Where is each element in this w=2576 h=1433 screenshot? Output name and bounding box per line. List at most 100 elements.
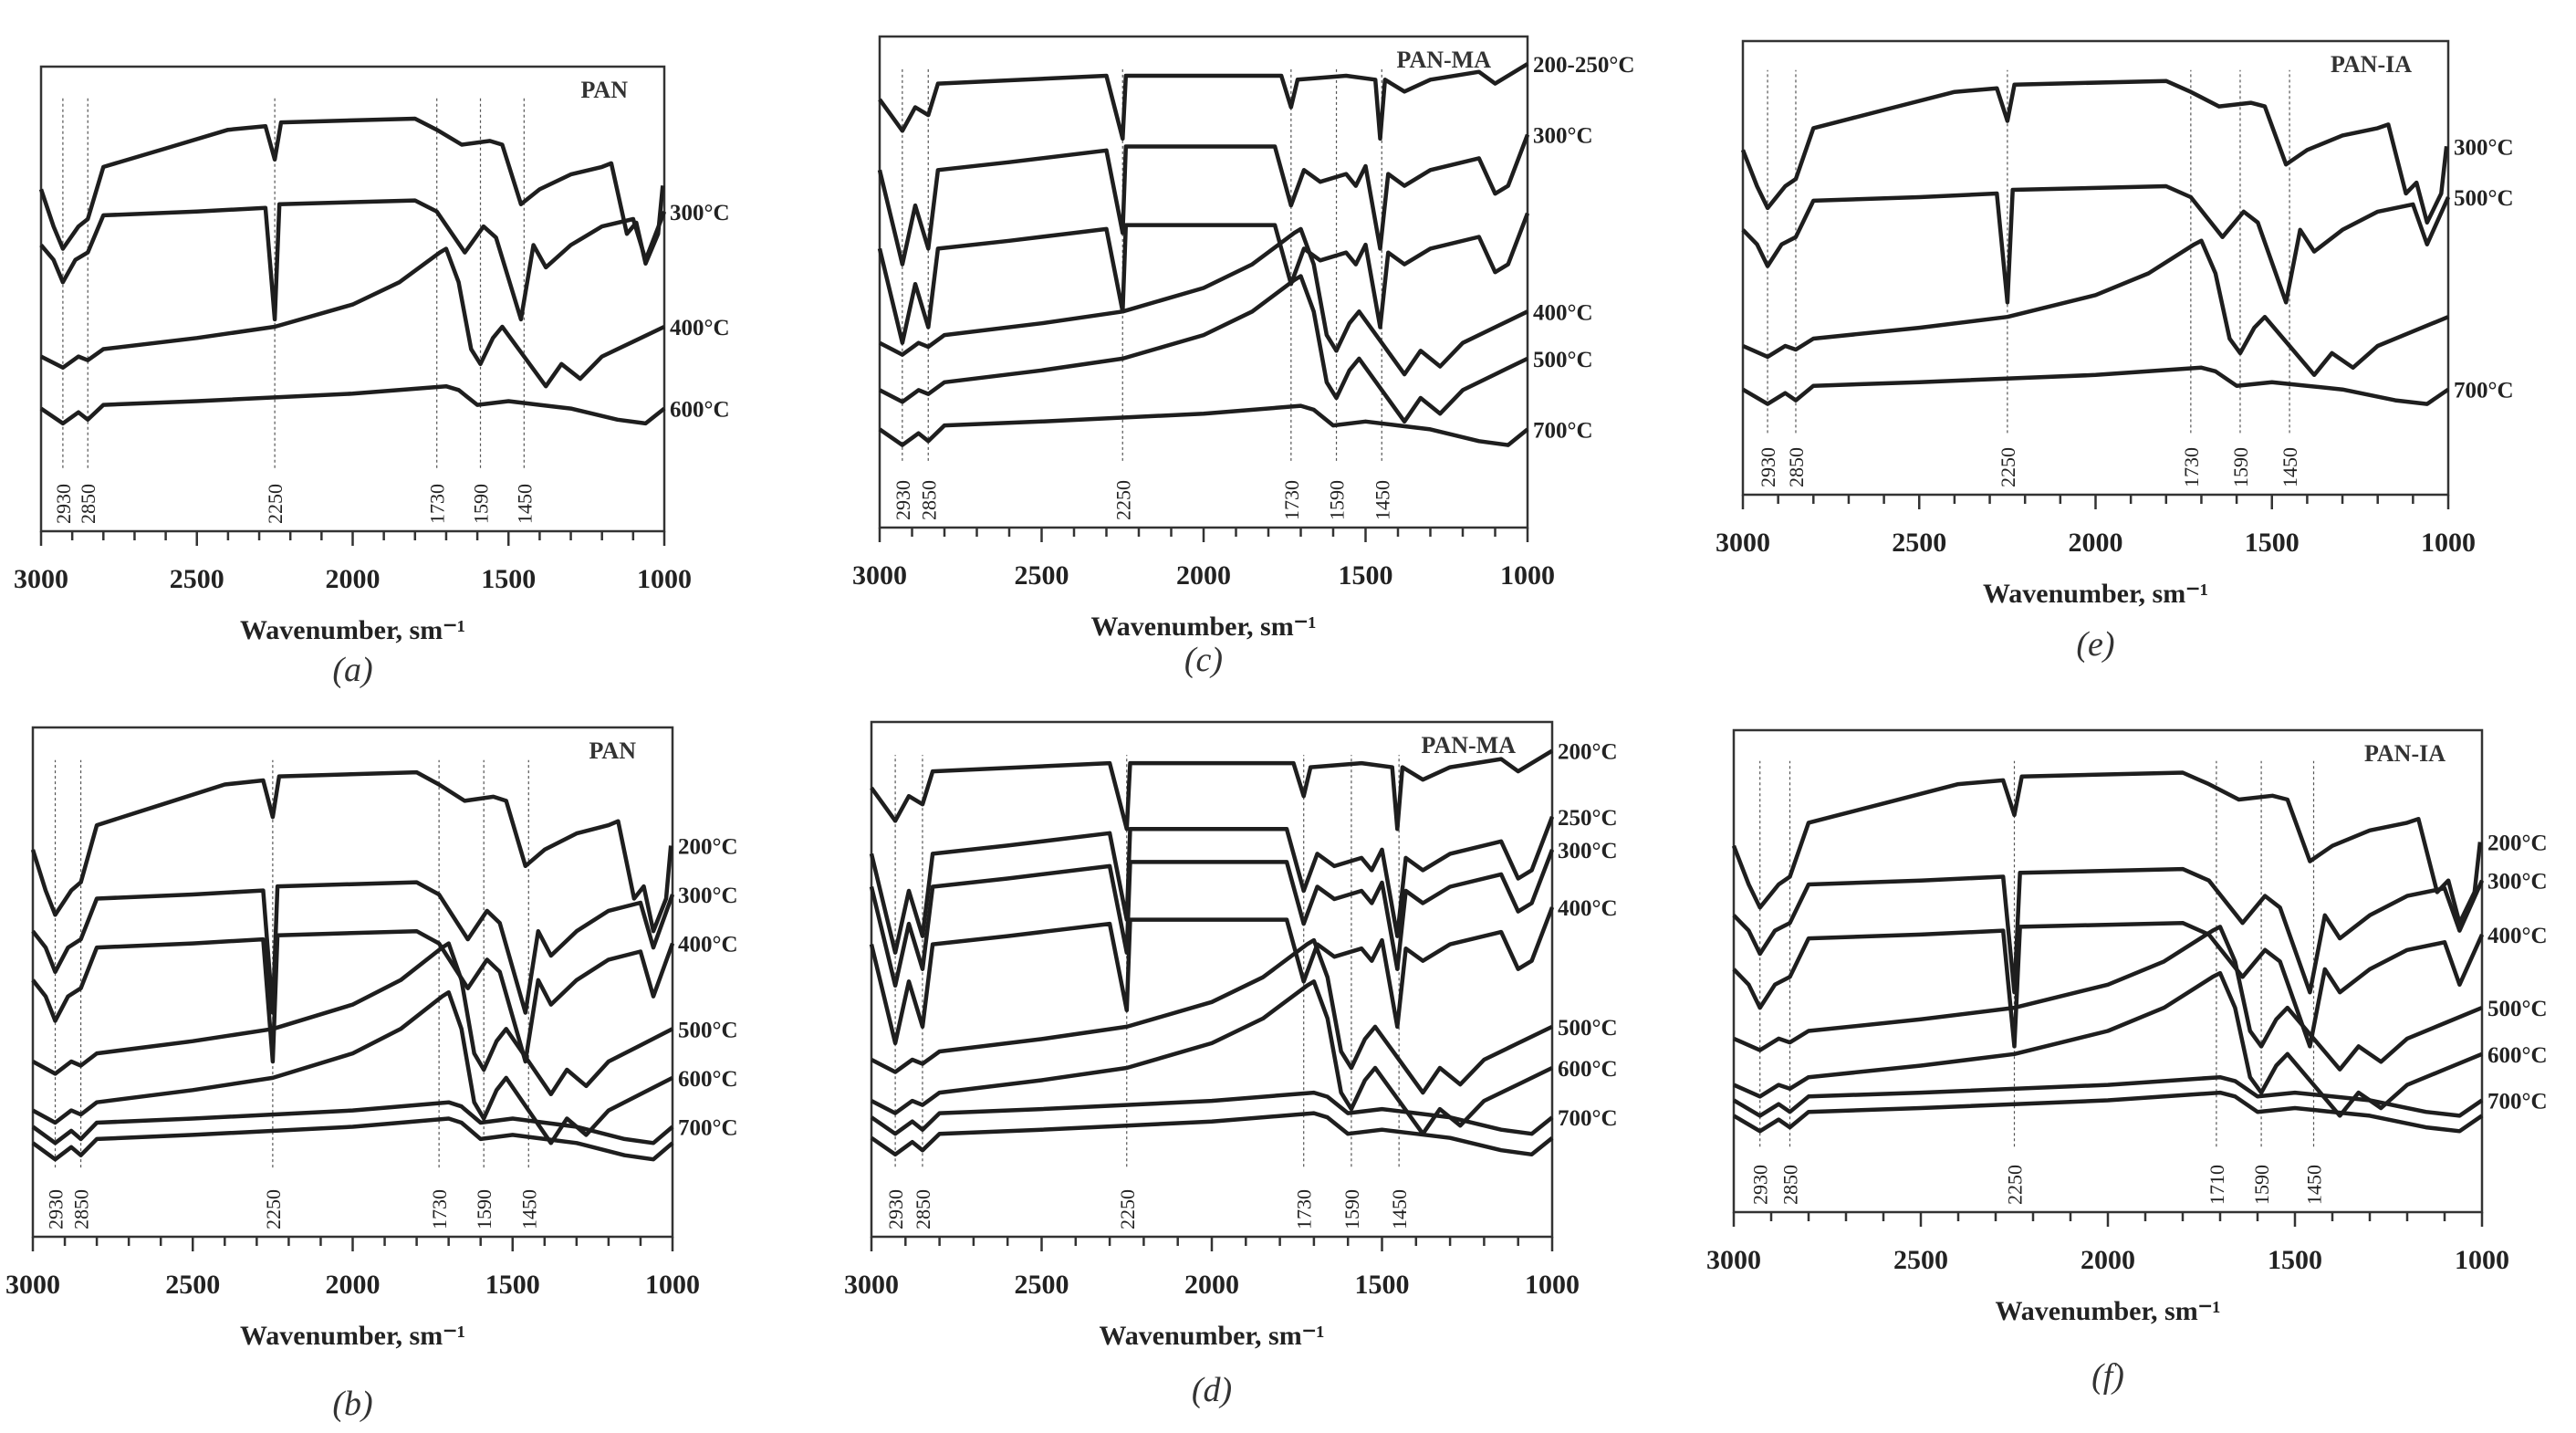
panel-f: 3000 2500 2000 1500 1000 Wavenumber, sm⁻¹ (f) P… [1706,728,2548,1396]
spectrum-700°C [878,403,1529,447]
spectrum-series-2 [1742,238,2449,378]
peak-label: 1710 [2206,1165,2228,1205]
peak-label: 1450 [2303,1165,2326,1205]
x-tick-label: 1000 [2421,528,2476,558]
spectrum-series-2 [877,212,1530,345]
spectrum-500°C [31,941,674,1097]
spectrum-500°C [1733,925,2483,1072]
peak-label: 1450 [513,484,536,524]
panel-c: 3000 2500 2000 1500 1000 Wavenumber, sm⁻¹(c) P… [852,35,1634,679]
panel-caption: (a) [332,651,372,689]
x-tick-label: 1500 [481,564,536,594]
spectrum-600°C [1733,970,2483,1118]
peak-label: 2930 [892,480,914,520]
series-label: 300°C [1533,124,1593,149]
x-tick-label: 1000 [1500,560,1555,591]
panel-caption: (b) [332,1385,372,1423]
peak-label: 1590 [1326,480,1349,520]
panel-b: 3000 2500 2000 1500 1000 Wavenumber, sm⁻¹ (b) P… [5,726,738,1423]
series-label: 600°C [678,1067,738,1092]
x-tick-label: 1500 [485,1270,540,1300]
spectrum-400°C [869,906,1555,1046]
series-label: 500°C [2454,186,2514,211]
panel-caption: (e) [2076,625,2114,664]
peak-label: 1730 [426,484,449,524]
panel-caption: (c) [1184,641,1223,679]
series-label: 600°C [1558,1057,1618,1082]
panel-title: PAN-IA [2364,740,2446,767]
spectrum-200°C [30,769,673,934]
x-tick-label: 1500 [1355,1270,1410,1300]
peak-label: 2250 [1997,447,2019,487]
spectrum-400°C [878,226,1528,377]
peak-label: 1590 [1340,1189,1363,1229]
peak-label: 2250 [262,1189,285,1229]
peak-label: 2930 [45,1189,68,1229]
spectrum-200°C [870,748,1554,832]
peak-label: 1590 [2229,447,2252,487]
series-label: 250°C [1558,806,1618,831]
peak-label: 2850 [77,484,99,524]
series-label: 200°C [678,834,738,859]
series-label: 600°C [2487,1043,2548,1068]
panel-a: 3000 2500 2000 1500 1000 Wavenumber, sm⁻¹ (a) P… [14,65,730,689]
x-tick-label: 2500 [170,564,224,594]
series-label: 500°C [1533,348,1593,372]
x-tick-label: 2000 [326,1270,381,1300]
x-axis-label: Wavenumber, sm⁻¹ [240,615,465,645]
spectrum-400°C [39,246,665,389]
peak-label: 2250 [2004,1165,2027,1205]
series-label: 700°C [1533,418,1593,443]
peak-label: 2250 [264,484,287,524]
spectrum-700°C [31,1100,674,1145]
x-tick-label: 1000 [1525,1270,1580,1300]
plot-frame [878,35,1529,529]
x-tick-label: 3000 [844,1270,899,1300]
series-label: 300°C [670,201,730,225]
x-tick-label: 2500 [1893,1245,1948,1275]
x-axis-label: Wavenumber, sm⁻¹ [240,1321,465,1351]
peak-label: 1730 [1280,480,1303,520]
peak-label: 1730 [2180,447,2203,487]
spectrum-600°C [870,979,1553,1136]
series-label: 500°C [2487,997,2548,1021]
panel-title: PAN-IA [2331,51,2412,78]
x-axis-label: Wavenumber, sm⁻¹ [1995,1296,2220,1326]
spectrum-300°C [31,880,675,1015]
series-label: 400°C [1558,896,1618,921]
x-tick-label: 3000 [1706,1245,1761,1275]
peak-label: 1450 [1388,1189,1411,1229]
spectrum-400°C [31,928,675,1064]
spectrum-700°C [1732,1074,2484,1118]
x-tick-label: 1500 [1339,560,1393,591]
series-label: 200-250°C [1533,53,1634,78]
peak-label: 1730 [428,1189,451,1229]
x-tick-label: 1000 [645,1270,700,1300]
panel-e: 3000 2500 2000 1500 1000 Wavenumber, sm⁻¹ (e) P… [1716,39,2514,664]
peak-label: 2930 [52,484,75,524]
x-tick-label: 2500 [1892,528,1946,558]
x-tick-label: 2500 [1015,560,1069,591]
peak-label: 2850 [1785,447,1808,487]
series-label: 300°C [678,884,738,908]
spectrum-500°C [1741,183,2451,305]
x-tick-label: 3000 [14,564,68,594]
series-label: 700°C [678,1115,738,1140]
spectrum-300°C [1732,866,2485,995]
peak-label: 2930 [1757,447,1779,487]
spectrum-700°C [1741,365,2450,406]
x-tick-label: 1000 [637,564,692,594]
spectrum-300°C [869,849,1555,988]
spectrum-series-6 [31,1116,674,1162]
x-axis-label: Wavenumber, sm⁻¹ [1090,612,1316,642]
panel-title: PAN [589,737,636,764]
x-tick-label: 1500 [2268,1245,2322,1275]
series-label: 400°C [1533,300,1593,325]
peak-label: 1590 [470,484,493,524]
x-tick-label: 3000 [1716,528,1770,558]
peak-label: 1590 [2250,1165,2273,1205]
x-tick-label: 1500 [2245,528,2300,558]
spectrum-600°C [39,383,666,426]
panel-title: PAN-MA [1397,47,1492,73]
